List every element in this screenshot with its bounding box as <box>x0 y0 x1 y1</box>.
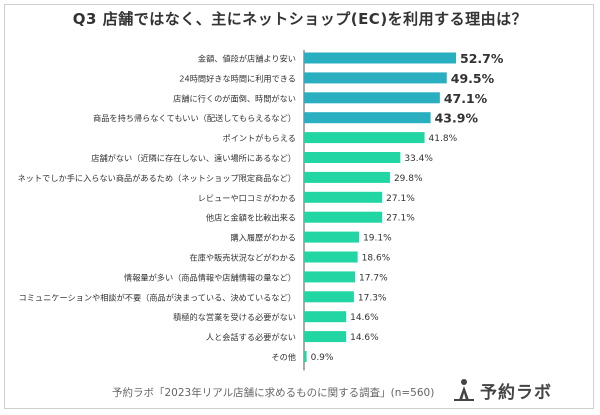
bar <box>304 132 425 144</box>
category-label: 在庫や販売状況などがわかる <box>190 253 296 263</box>
category-label: ポイントがもらえる <box>223 133 296 143</box>
bar <box>304 291 354 303</box>
category-label: 店舗がない（近隣に存在しない、遠い場所にあるなど） <box>91 153 296 163</box>
bar <box>304 52 456 64</box>
person-pointer-icon <box>454 379 474 401</box>
value-label: 19.1% <box>363 234 392 244</box>
value-label: 0.9% <box>311 353 334 363</box>
bar <box>304 191 383 203</box>
bar <box>304 72 447 84</box>
value-label: 29.8% <box>394 174 423 184</box>
value-label: 27.1% <box>386 214 415 224</box>
bar <box>304 92 440 104</box>
brand-name: 予約ラボ <box>480 382 552 403</box>
category-label: 商品を持ち帰らなくてもいい（配送してもらえるなど） <box>93 113 296 123</box>
bar <box>304 311 347 323</box>
value-label: 17.3% <box>358 293 387 303</box>
value-label: 18.6% <box>362 254 391 264</box>
category-label: 積極的な営業を受ける必要がない <box>173 312 296 322</box>
bar <box>304 251 358 263</box>
category-label: 購入履歴がわかる <box>230 233 296 243</box>
value-label: 52.7% <box>460 51 504 66</box>
bar <box>304 171 390 183</box>
value-label: 43.9% <box>435 111 479 126</box>
bar <box>304 231 360 243</box>
value-label: 14.6% <box>350 313 379 323</box>
brand-logo: 予約ラボ <box>452 377 552 403</box>
value-label: 41.8% <box>429 134 458 144</box>
value-label: 33.4% <box>404 154 433 164</box>
bar <box>304 152 401 163</box>
value-label: 47.1% <box>444 91 488 106</box>
category-label: 人と会話する必要がない <box>206 332 296 342</box>
category-label: 金額、値段が店舗より安い <box>198 54 296 64</box>
bar <box>304 271 356 283</box>
category-label: その他 <box>271 352 296 362</box>
bar <box>304 331 347 343</box>
value-label: 49.5% <box>451 71 495 86</box>
chart-title: Q3 店舗ではなく、主にネットショップ(EC)を利用する理由は？ <box>72 10 528 28</box>
value-label: 14.6% <box>350 333 379 343</box>
bar <box>304 351 307 362</box>
source-note: 予約ラボ「2023年リアル店舗に求めるものに関する調査」(n=560) <box>112 387 435 399</box>
chart-frame <box>4 4 594 409</box>
bar <box>304 112 431 124</box>
category-label: 24時間好きな時間に利用できる <box>179 73 296 83</box>
category-label: レビューや口コミがわかる <box>198 193 296 203</box>
category-label: 他店と金額を比較出来る <box>206 213 296 223</box>
category-label: コミュニケーションや相談が不要（商品が決まっている、決めているなど） <box>19 292 296 302</box>
category-label: 店舗に行くのが面倒、時間がない <box>173 93 296 103</box>
category-label: 情報量が多い（商品情報や店舗情報の量など） <box>124 272 296 282</box>
value-label: 17.7% <box>359 273 388 283</box>
bar <box>304 211 383 223</box>
value-label: 27.1% <box>386 194 415 204</box>
category-label: ネットでしか手に入らない商品があるため（ネットショップ限定商品など） <box>18 173 296 183</box>
